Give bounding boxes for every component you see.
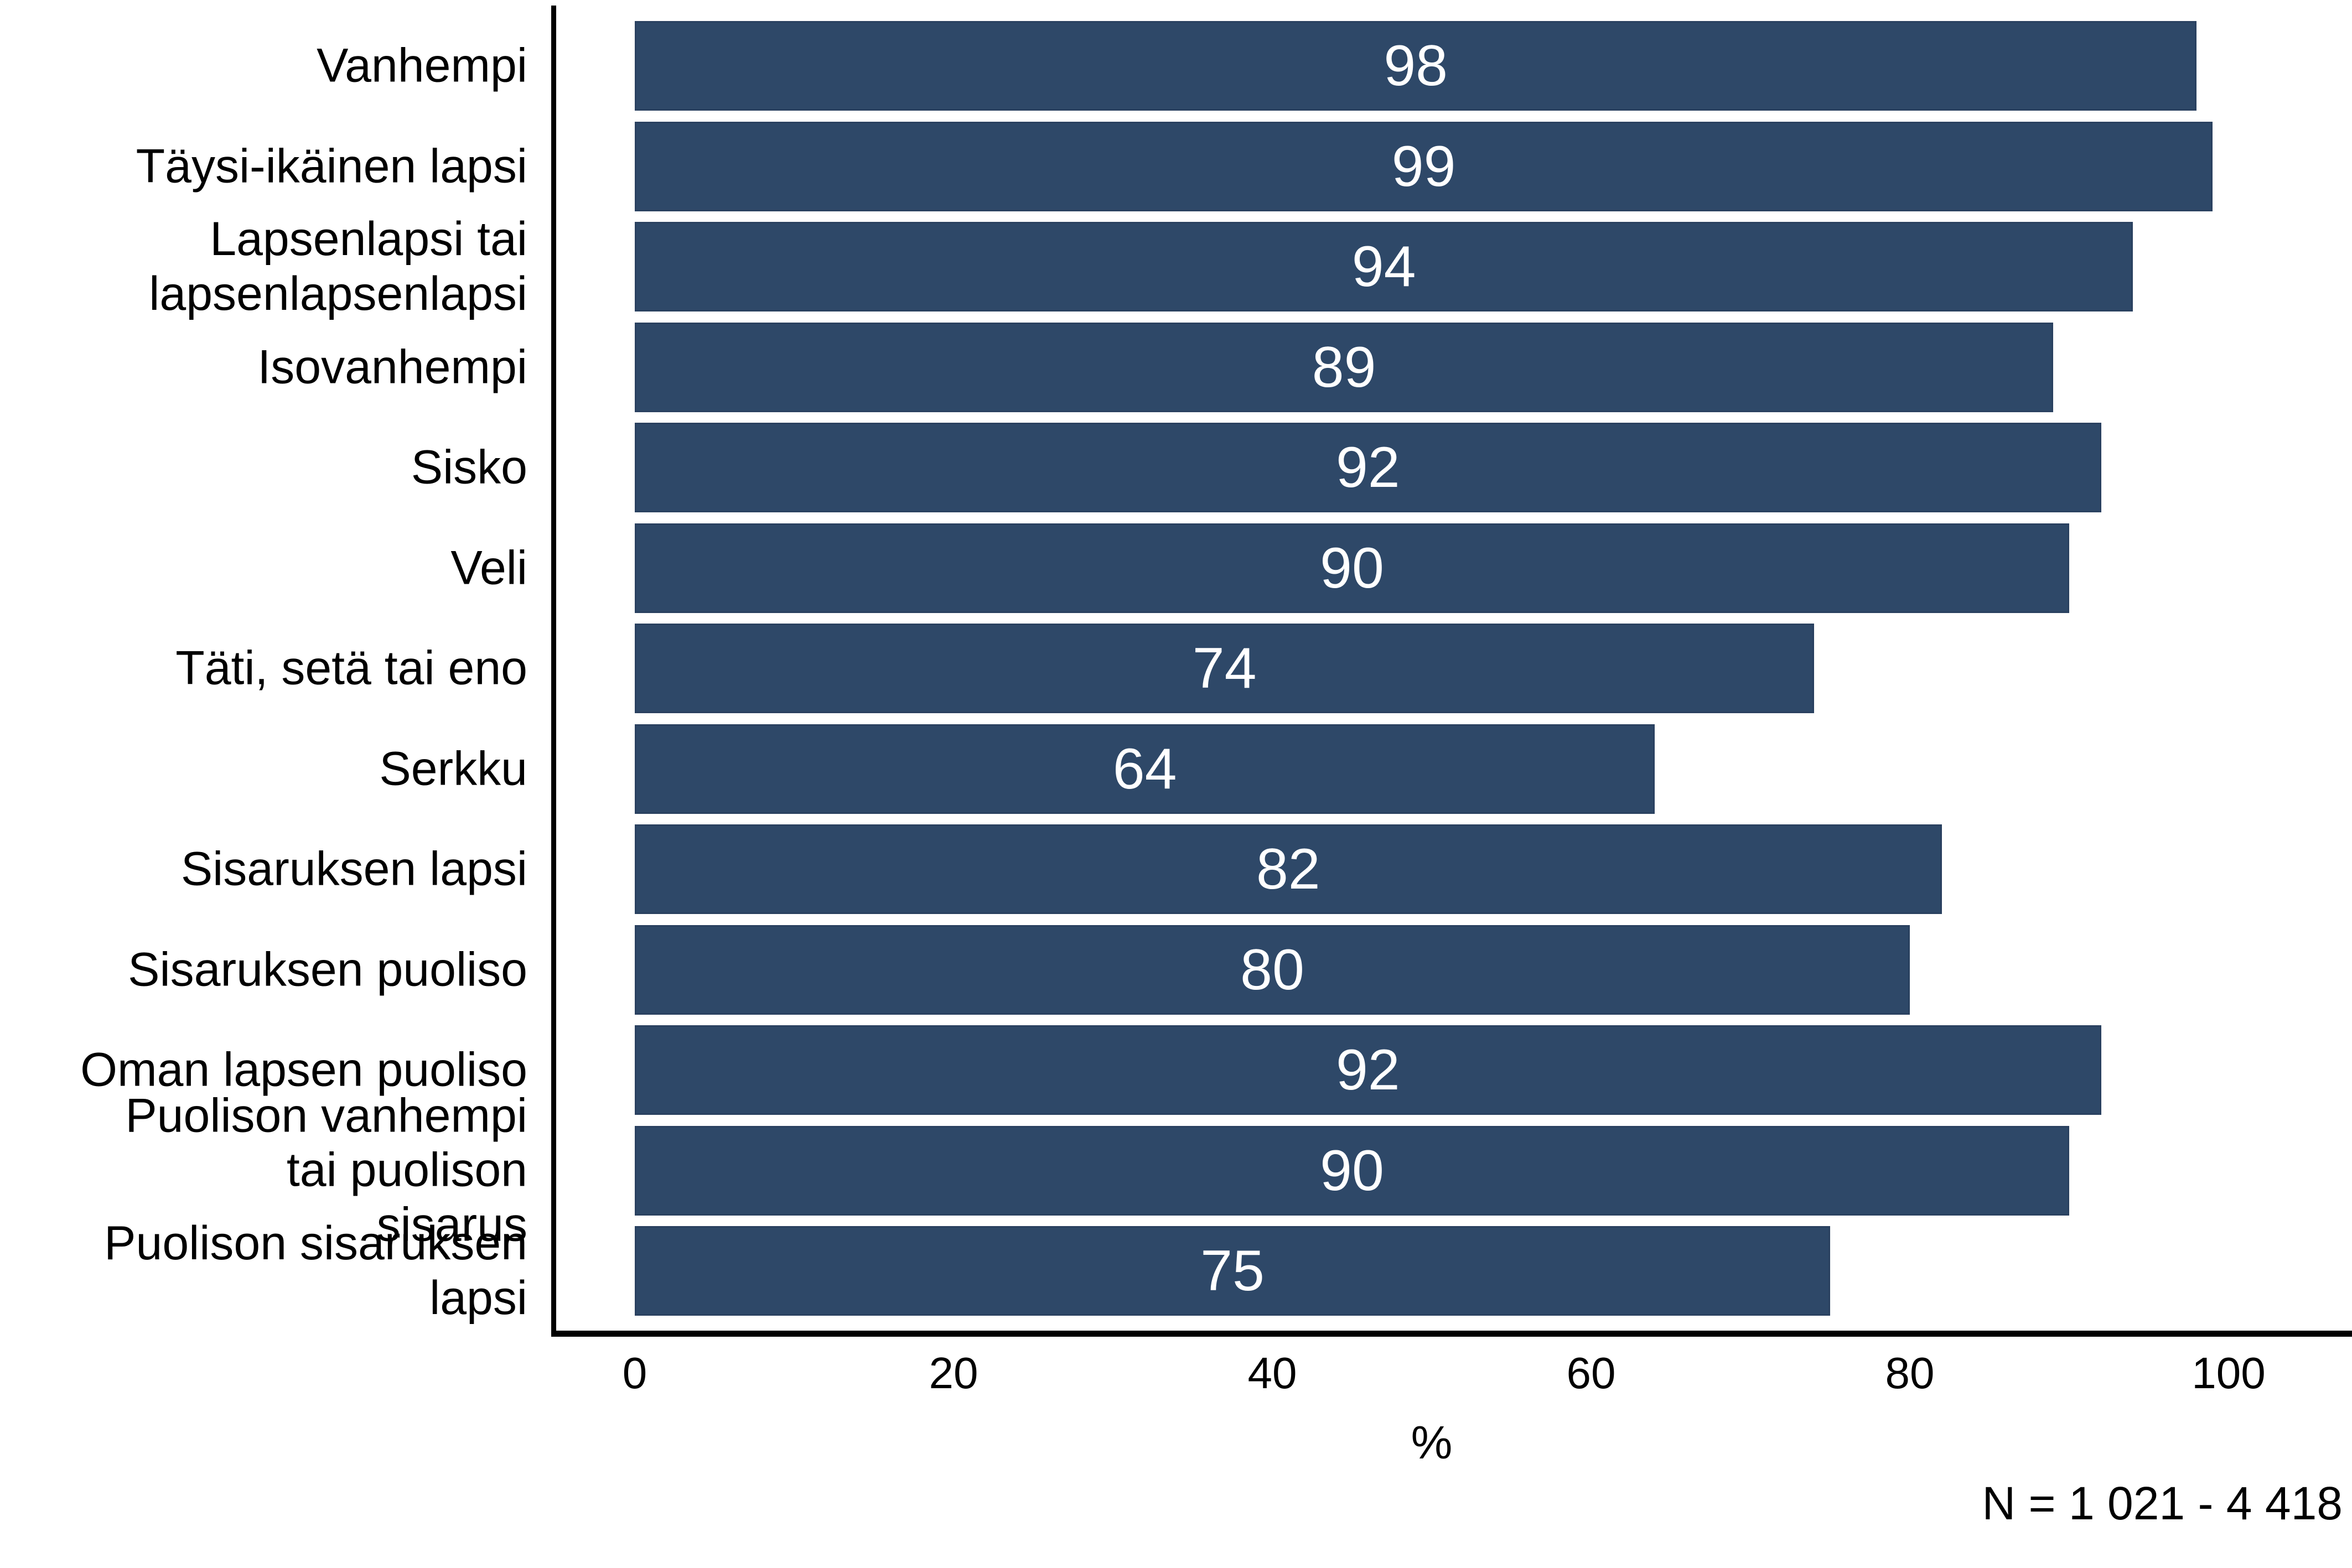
x-tick-label: 40 xyxy=(1247,1348,1297,1398)
x-tick-label: 0 xyxy=(622,1348,647,1398)
bar-value-label: 89 xyxy=(1312,335,1376,399)
bar-value-label: 82 xyxy=(1256,837,1320,901)
bar: 82 xyxy=(635,824,1942,914)
y-axis-line xyxy=(551,6,556,1333)
bar-value-label: 98 xyxy=(1384,34,1448,98)
bar: 89 xyxy=(635,322,2054,412)
category-label: Isovanhempi xyxy=(257,340,527,394)
sample-size-note: N = 1 021 - 4 418 xyxy=(1982,1477,2343,1529)
category-label: Täti, setä tai eno xyxy=(175,641,527,695)
category-label: Sisaruksen puoliso xyxy=(128,943,527,996)
category-label: Veli xyxy=(450,541,527,595)
category-label: Lapsenlapsi tai lapsenlapsenlapsi xyxy=(149,212,527,320)
category-label: Sisko xyxy=(411,440,527,494)
category-label: Vanhempi xyxy=(317,39,527,92)
bar-value-label: 90 xyxy=(1320,536,1384,600)
bar: 94 xyxy=(635,222,2133,311)
category-label: Puolison vanhempi tai puolison sisarus xyxy=(125,1089,527,1252)
bar: 92 xyxy=(635,423,2101,512)
bar-value-label: 94 xyxy=(1351,235,1416,299)
bar-value-label: 90 xyxy=(1320,1138,1384,1203)
x-tick-label: 100 xyxy=(2192,1348,2266,1398)
bar-value-label: 92 xyxy=(1335,435,1400,500)
bar: 74 xyxy=(635,624,1815,713)
bar: 80 xyxy=(635,925,1910,1015)
bar-value-label: 80 xyxy=(1240,937,1304,1002)
bar-value-label: 75 xyxy=(1200,1239,1265,1303)
bar-value-label: 92 xyxy=(1335,1038,1400,1102)
x-tick-label: 80 xyxy=(1885,1348,1935,1398)
bar: 64 xyxy=(635,724,1655,814)
bar: 98 xyxy=(635,21,2197,111)
bar: 92 xyxy=(635,1025,2101,1115)
x-tick-label: 60 xyxy=(1566,1348,1616,1398)
x-axis-label: % xyxy=(1411,1416,1453,1468)
bar-value-label: 64 xyxy=(1112,736,1177,801)
bar: 90 xyxy=(635,523,2069,613)
bar-value-label: 74 xyxy=(1192,636,1257,700)
category-label: Täysi-ikäinen lapsi xyxy=(136,139,527,193)
bar: 99 xyxy=(635,121,2213,211)
x-axis-line xyxy=(551,1331,2352,1337)
x-tick-label: 20 xyxy=(929,1348,978,1398)
bar: 90 xyxy=(635,1125,2069,1216)
bar: 75 xyxy=(635,1226,1830,1316)
category-label: Sisaruksen lapsi xyxy=(180,842,527,896)
category-label: Serkku xyxy=(379,742,527,796)
bar-value-label: 99 xyxy=(1391,134,1456,199)
category-label: Oman lapsen puoliso xyxy=(80,1043,527,1097)
category-label: Puolison sisaruksen lapsi xyxy=(104,1217,527,1325)
